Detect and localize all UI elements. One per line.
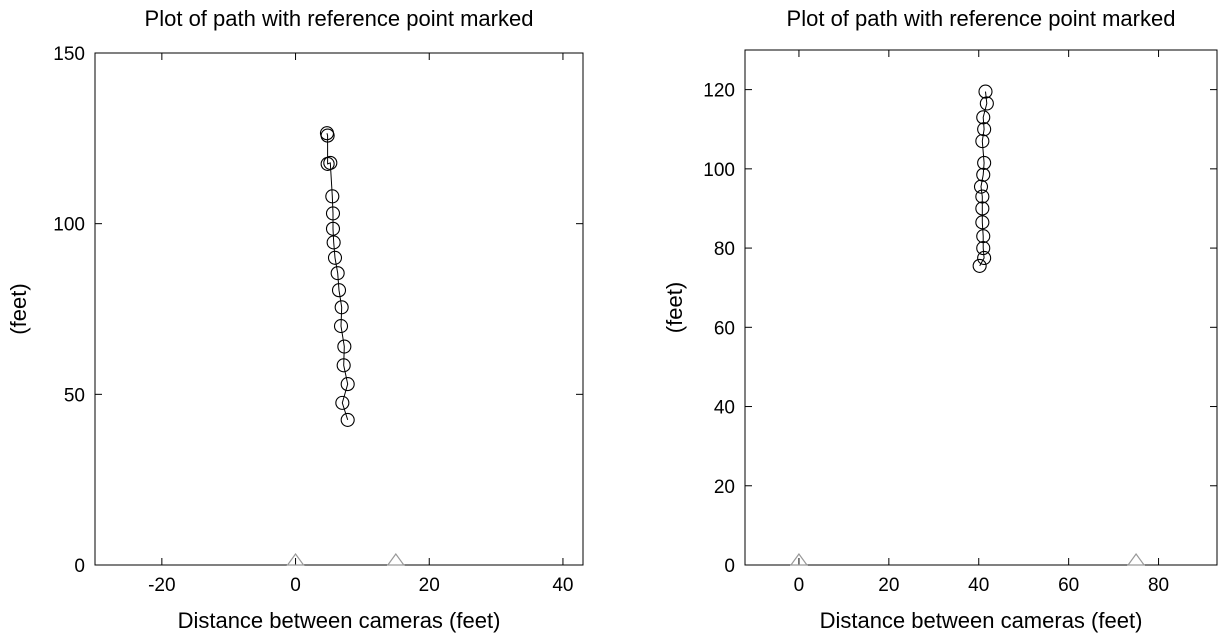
path-point: [340, 412, 355, 427]
camera-marker: [789, 552, 809, 566]
y-tick-label: 100: [53, 215, 85, 236]
right-chart: Plot of path with reference point marked…: [662, 6, 1218, 633]
path-point: [973, 179, 989, 194]
x-tick-label: 20: [878, 575, 899, 596]
x-tick-label: 40: [968, 575, 989, 596]
path-point: [977, 250, 992, 266]
y-tick-label: 20: [714, 477, 735, 498]
path-point: [327, 250, 343, 265]
plot-frame: [94, 52, 584, 566]
path-point: [975, 134, 990, 149]
y-axis-label: (feet): [6, 283, 31, 334]
path-point: [325, 221, 341, 236]
path-point: [326, 235, 341, 250]
y-tick-label: 50: [64, 385, 85, 406]
plot-frame: [744, 49, 1218, 566]
x-axis-label: Distance between cameras (feet): [820, 608, 1143, 633]
path-point: [334, 300, 349, 315]
y-tick-label: 100: [703, 160, 735, 181]
path-point: [977, 122, 992, 137]
path-point: [976, 241, 991, 256]
path-point: [337, 339, 352, 354]
path-point: [325, 189, 340, 204]
path-line: [326, 133, 349, 421]
x-tick-label: 0: [794, 575, 805, 596]
y-tick-label: 80: [714, 239, 735, 260]
camera-marker: [286, 552, 305, 566]
path-point: [336, 358, 351, 373]
left-chart: Plot of path with reference point marked…: [6, 6, 584, 633]
path-point: [976, 229, 991, 244]
path-point: [340, 377, 355, 392]
x-tick-label: 80: [1148, 575, 1169, 596]
y-axis-label: (feet): [662, 282, 687, 333]
path-point: [331, 283, 347, 298]
path-point: [979, 96, 994, 111]
path-point: [972, 258, 987, 273]
camera-marker: [1126, 552, 1146, 566]
x-tick-label: 60: [1058, 575, 1079, 596]
y-tick-label: 0: [724, 556, 735, 577]
path-point: [976, 110, 991, 125]
path-point: [335, 395, 350, 410]
path-point: [320, 128, 335, 143]
chart-title: Plot of path with reference point marked: [145, 6, 534, 31]
x-tick-label: 0: [290, 575, 301, 596]
camera-marker: [386, 552, 406, 566]
path-point: [323, 155, 338, 170]
path-point: [975, 201, 990, 216]
y-tick-label: 120: [703, 81, 735, 102]
y-tick-label: 0: [74, 556, 85, 577]
path-point: [325, 206, 341, 221]
path-point: [333, 319, 349, 334]
x-axis-label: Distance between cameras (feet): [178, 608, 501, 633]
x-tick-label: 20: [419, 575, 440, 596]
x-tick-label: 40: [552, 575, 573, 596]
y-tick-label: 60: [714, 318, 735, 339]
x-tick-label: -20: [148, 575, 175, 596]
y-tick-label: 150: [53, 44, 85, 65]
path-line: [979, 91, 988, 267]
chart-title: Plot of path with reference point marked: [787, 6, 1176, 31]
y-tick-label: 40: [714, 398, 735, 419]
path-point: [330, 266, 345, 281]
path-point: [976, 167, 991, 182]
path-point: [975, 189, 990, 204]
path-point: [977, 155, 992, 170]
path-point: [975, 215, 990, 230]
path-point: [978, 84, 993, 99]
